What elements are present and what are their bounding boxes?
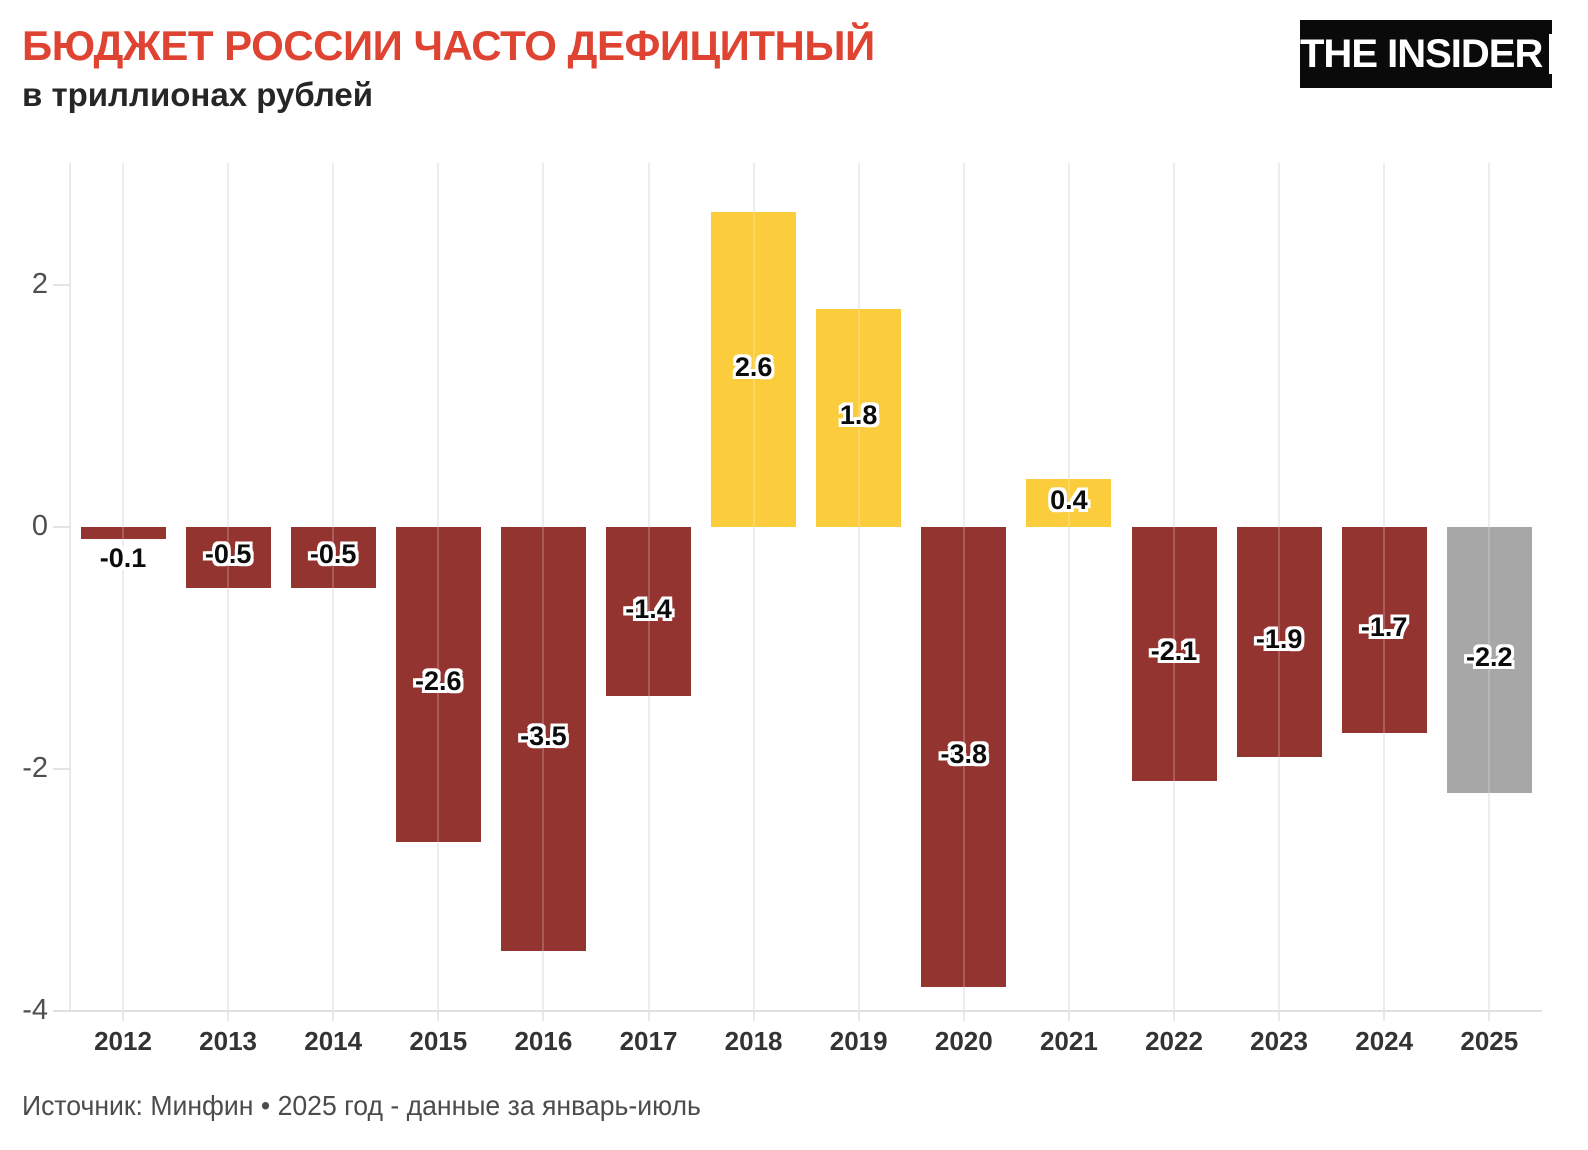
bar-value-label-2021: 0.4 xyxy=(1050,484,1088,515)
gridline-2013 xyxy=(227,163,230,1021)
bar-value-label-2023: -1.9 xyxy=(1255,623,1303,654)
x-tick-label-2023: 2023 xyxy=(1250,1026,1309,1056)
y-tick xyxy=(53,526,70,528)
bar-2014 xyxy=(290,527,376,588)
insider-logo: THE INSIDER xyxy=(1300,20,1552,88)
bar-value-label-2012: -0.1 xyxy=(99,543,147,574)
x-tick-label-2016: 2016 xyxy=(514,1026,573,1056)
bar-2012 xyxy=(80,527,166,540)
bar-value-label-2016: -3.5 xyxy=(520,720,567,751)
bar-value-label-2013: -0.5 xyxy=(204,539,252,570)
gridline-overlay-2021 xyxy=(1067,163,1070,1011)
x-tick-label-2022: 2022 xyxy=(1145,1026,1203,1056)
x-tick-label-2014: 2014 xyxy=(304,1026,363,1056)
bar-value-label-2014: -0.5 xyxy=(309,539,357,570)
chart-title: БЮДЖЕТ РОССИИ ЧАСТО ДЕФИЦИТНЫЙ xyxy=(22,22,875,69)
bar-value-label-2018: 2.6 xyxy=(734,351,773,382)
x-tick-label-2020: 2020 xyxy=(934,1026,993,1056)
bar-2021 xyxy=(1026,478,1112,527)
x-tick-label-2015: 2015 xyxy=(409,1026,468,1056)
gridline-overlay-2020 xyxy=(962,163,965,1011)
bar-value-label-2019: 1.8 xyxy=(839,400,878,431)
gridline-2012 xyxy=(122,163,124,1021)
y-tick xyxy=(53,284,70,286)
x-tick-label-2021: 2021 xyxy=(1039,1026,1098,1056)
gridline-overlay-2012 xyxy=(122,163,124,1011)
gridline-overlay-2018 xyxy=(752,163,755,1011)
x-tick-label-2018: 2018 xyxy=(724,1026,783,1056)
gridline-overlay-2013 xyxy=(227,163,230,1011)
gridline-overlay-2025 xyxy=(1488,163,1491,1011)
gridline-overlay-2017 xyxy=(647,163,650,1011)
bar-2013 xyxy=(185,527,271,588)
y-axis-line xyxy=(69,163,71,1011)
x-tick-label-2017: 2017 xyxy=(619,1026,678,1056)
bar-2019 xyxy=(816,309,902,527)
bar-value-label-2020: -3.8 xyxy=(940,738,988,769)
gridline-2019 xyxy=(857,163,860,1021)
y-tick-label: -2 xyxy=(22,752,48,784)
bar-2020 xyxy=(921,527,1007,987)
bar-value-label-2022: -2.1 xyxy=(1150,636,1198,667)
chart-subtitle: в триллионах рублей xyxy=(22,76,374,113)
gridline-overlay-2016 xyxy=(542,163,545,1011)
x-tick-label-2019: 2019 xyxy=(829,1026,888,1056)
bar-2018 xyxy=(711,212,797,527)
bar-2015 xyxy=(395,527,481,842)
source-note: Источник: Минфин • 2025 год - данные за … xyxy=(22,1090,701,1121)
gridline-overlay-2024 xyxy=(1383,163,1386,1011)
y-tick-label: 2 xyxy=(31,268,48,300)
x-axis-baseline xyxy=(53,1010,1542,1012)
x-tick-label-2012: 2012 xyxy=(94,1026,152,1056)
gridline-2018 xyxy=(752,163,755,1021)
bar-2023 xyxy=(1236,527,1322,757)
bar-2025 xyxy=(1446,527,1532,794)
insider-logo-text: THE INSIDER xyxy=(1300,31,1543,76)
x-tick-label-2025: 2025 xyxy=(1460,1026,1519,1056)
gridline-2014 xyxy=(332,163,335,1021)
gridline-2021 xyxy=(1067,163,1070,1021)
gridline-overlay-2019 xyxy=(857,163,860,1011)
bar-value-label-2015: -2.6 xyxy=(415,666,462,697)
y-tick-label: -4 xyxy=(22,994,48,1026)
gridline-overlay-2015 xyxy=(437,163,440,1011)
bar-2017 xyxy=(606,527,691,697)
x-tick-label-2013: 2013 xyxy=(199,1026,258,1056)
bar-value-label-2024: -1.7 xyxy=(1360,611,1408,642)
bar-2016 xyxy=(500,527,586,951)
y-tick-label: 0 xyxy=(31,510,48,542)
bar-value-label-2025: -2.2 xyxy=(1466,642,1513,673)
logo-cursor-bar xyxy=(1549,34,1552,74)
bar-value-label-2017: -1.4 xyxy=(625,593,672,624)
x-tick-label-2024: 2024 xyxy=(1355,1026,1414,1056)
y-tick xyxy=(53,768,70,770)
bar-2024 xyxy=(1341,527,1427,733)
gridline-overlay-2022 xyxy=(1173,163,1175,1011)
bar-2022 xyxy=(1131,527,1217,782)
gridline-overlay-2023 xyxy=(1278,163,1281,1011)
gridline-overlay-2014 xyxy=(332,163,335,1011)
